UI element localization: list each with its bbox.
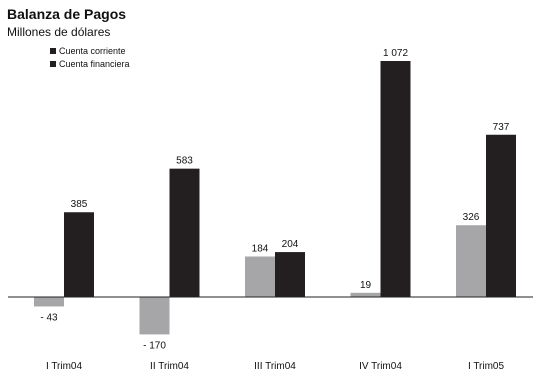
bar-financiera-2 xyxy=(275,252,305,297)
data-label-corriente-2: 184 xyxy=(252,243,269,254)
bar-financiera-3 xyxy=(380,61,411,297)
bar-corriente-2 xyxy=(245,256,275,297)
bar-financiera-4 xyxy=(486,134,516,297)
bar-financiera-0 xyxy=(64,212,94,297)
data-label-corriente-4: 326 xyxy=(463,212,480,223)
x-tick-label-1: II Trim04 xyxy=(150,361,189,372)
bar-corriente-3 xyxy=(350,292,381,297)
bar-financiera-1 xyxy=(169,168,200,297)
legend-swatch-corriente xyxy=(50,48,56,54)
data-label-corriente-1: - 170 xyxy=(143,340,166,351)
chart-title: Balanza de Pagos xyxy=(7,6,127,22)
legend-item-cuenta-corriente: Cuenta corriente xyxy=(50,46,126,56)
x-tick-label-3: IV Trim04 xyxy=(359,361,402,372)
legend-swatch-financiera xyxy=(50,61,56,67)
data-label-financiera-1: 583 xyxy=(176,156,193,167)
data-label-corriente-0: - 43 xyxy=(40,312,58,323)
data-label-financiera-2: 204 xyxy=(282,239,299,250)
x-tick-label-2: III Trim04 xyxy=(254,361,296,372)
data-label-financiera-3: 1 072 xyxy=(383,48,408,59)
legend-item-cuenta-financiera: Cuenta financiera xyxy=(50,59,130,69)
bar-corriente-1 xyxy=(139,297,170,335)
chart-subtitle: Millones de dólares xyxy=(7,25,111,39)
data-label-corriente-3: 19 xyxy=(360,280,372,291)
bar-corriente-4 xyxy=(456,225,486,297)
data-label-financiera-4: 737 xyxy=(493,122,510,133)
x-tick-label-4: I Trim05 xyxy=(468,361,505,372)
x-tick-label-0: I Trim04 xyxy=(46,361,83,372)
legend-label-financiera: Cuenta financiera xyxy=(59,59,130,69)
legend-label-corriente: Cuenta corriente xyxy=(59,46,126,56)
bar-corriente-0 xyxy=(34,297,64,307)
data-label-financiera-0: 385 xyxy=(71,199,88,210)
